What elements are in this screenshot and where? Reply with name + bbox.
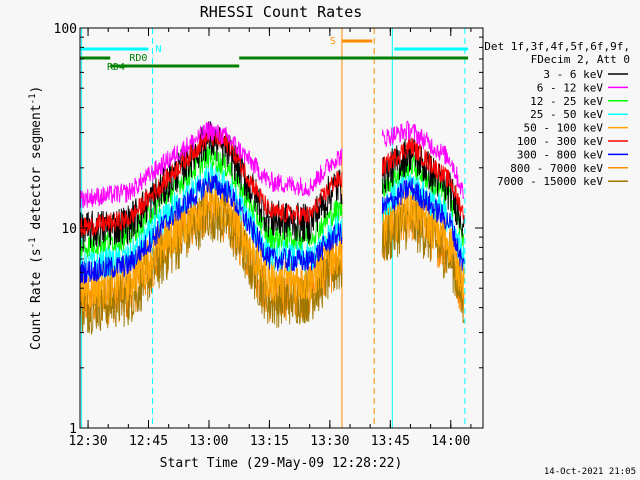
y-tick-label-2: 100 [54, 22, 77, 37]
annotation-s: S [330, 36, 336, 47]
annotation-n: N [156, 44, 162, 55]
y-axis-label: Count Rate (s-1 detector segment-1) [28, 86, 44, 350]
legend-label-0: 3 - 6 keV [543, 68, 603, 81]
x-tick-label-5: 13:45 [371, 434, 410, 449]
legend-label-1: 6 - 12 keV [537, 81, 604, 94]
state-bars: N RD0 RD4 S [80, 36, 469, 73]
axis-ticks: 12:30 12:45 13:00 13:15 13:30 13:45 14:00 1 10 10… [54, 22, 483, 449]
chart-title: RHESSI Count Rates [200, 3, 363, 21]
footer-timestamp: 14-Oct-2021 21:05 [544, 467, 636, 477]
x-tick-label-4: 13:30 [310, 434, 349, 449]
y-tick-label-1: 10 [61, 222, 77, 237]
series-line-300-800kev [79, 172, 465, 284]
x-tick-label-3: 13:15 [250, 434, 289, 449]
series-line-6-12kev [79, 120, 465, 209]
legend: Det 1f,3f,4f,5f,6f,9f, FDecim 2, Att 0 3… [484, 40, 630, 188]
legend-label-2: 12 - 25 keV [530, 95, 603, 108]
y-axis-label-part1: Count Rate (s [29, 248, 44, 350]
legend-label-6: 300 - 800 keV [517, 148, 603, 161]
y-axis-label-part3: ) [29, 86, 44, 94]
y-axis-label-sup2: -1 [28, 94, 38, 105]
x-axis-label: Start Time (29-May-09 12:28:22) [160, 456, 403, 471]
svg-text:Count Rate (s-1 detector segme: Count Rate (s-1 detector segment-1) [28, 86, 44, 350]
legend-label-7: 800 - 7000 keV [510, 162, 603, 175]
y-tick-label-0: 1 [69, 422, 77, 437]
legend-label-4: 50 - 100 keV [524, 122, 604, 135]
legend-header-line-2: FDecim 2, Att 0 [531, 53, 630, 66]
legend-label-8: 7000 - 15000 keV [497, 175, 603, 188]
x-tick-label-2: 13:00 [189, 434, 228, 449]
x-tick-label-0: 12:30 [68, 434, 107, 449]
legend-header-line-1: Det 1f,3f,4f,5f,6f,9f, [484, 40, 630, 53]
y-axis-label-part2: detector segment [29, 104, 44, 237]
series-group [79, 120, 465, 336]
annotation-rd4: RD4 [107, 62, 125, 73]
x-tick-label-1: 12:45 [129, 434, 168, 449]
legend-label-3: 25 - 50 keV [530, 108, 603, 121]
legend-label-5: 100 - 300 keV [517, 135, 603, 148]
y-axis-label-sup1: -1 [28, 237, 38, 248]
annotation-rd0: RD0 [129, 53, 147, 64]
x-tick-label-6: 14:00 [431, 434, 470, 449]
